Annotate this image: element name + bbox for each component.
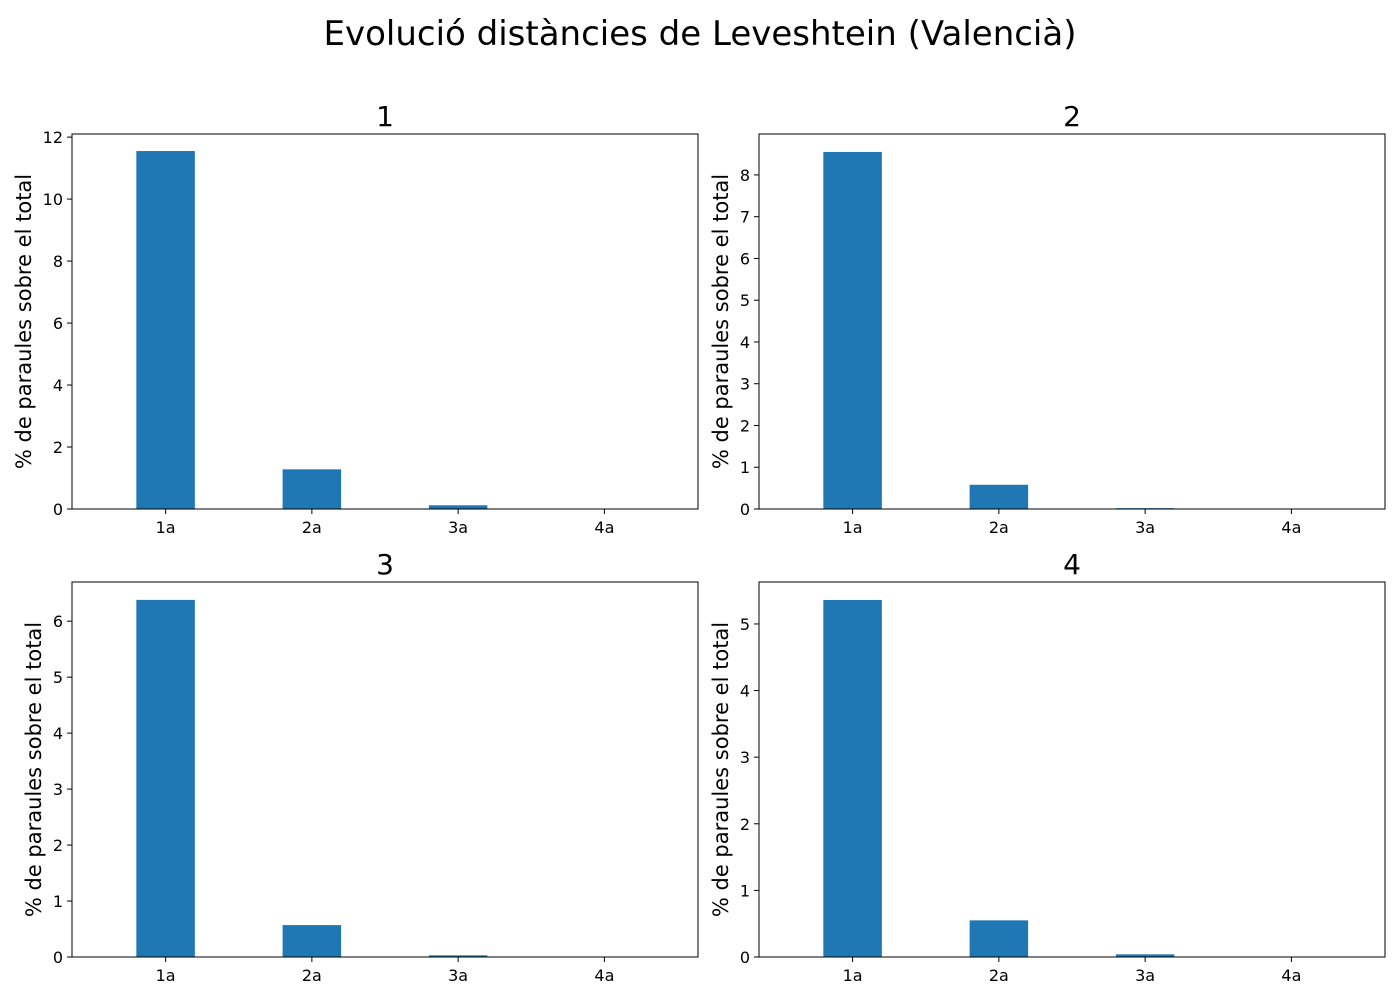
y-tick-label: 7 <box>740 208 750 227</box>
subplot-title: 1 <box>376 100 394 133</box>
x-tick-label: 4a <box>594 518 614 537</box>
y-tick-label: 0 <box>53 948 63 967</box>
x-tick-label: 1a <box>843 966 863 985</box>
x-tick-label: 4a <box>1281 518 1301 537</box>
bar-2a <box>969 920 1029 957</box>
subplot-title: 3 <box>376 548 394 581</box>
subplot-3: 0 1 2 3 4 5 6 1a 2a 3a 4a 3 % de paraules sobre el t… <box>22 548 699 985</box>
y-tick-label: 5 <box>740 291 750 310</box>
x-tick-label: 2a <box>302 966 322 985</box>
y-tick-label: 8 <box>740 166 750 185</box>
y-tick-label: 2 <box>740 416 750 435</box>
bar-1a <box>823 599 882 957</box>
y-tick-label: 6 <box>740 249 750 268</box>
y-tick-label: 1 <box>740 458 750 477</box>
x-tick-label: 4a <box>594 966 614 985</box>
y-tick-label: 5 <box>740 615 750 634</box>
subplot-2: 0 1 2 3 4 5 6 7 8 1a 2a 3a 4a 2 % de paraules sobre el… <box>709 100 1386 537</box>
x-tick-label: 1a <box>156 966 176 985</box>
bar-2a <box>282 925 342 957</box>
y-tick-label: 4 <box>53 376 63 395</box>
y-axis-label: % de paraules sobre el total <box>12 174 36 469</box>
subplot-title: 2 <box>1063 100 1081 133</box>
y-tick-label: 0 <box>740 948 750 967</box>
y-tick-label: 3 <box>740 748 750 767</box>
x-tick-label: 2a <box>989 518 1009 537</box>
y-tick-label: 10 <box>43 190 63 209</box>
bar-3a <box>428 505 488 509</box>
y-tick-label: 2 <box>53 438 63 457</box>
subplot-1: 0 2 4 6 8 10 12 1a 2a 3a 4a 1 % de paraules sobre el… <box>12 100 699 537</box>
axes-frame <box>758 581 1386 958</box>
y-tick-label: 2 <box>53 836 63 855</box>
y-tick-label: 0 <box>740 500 750 519</box>
y-tick-label: 6 <box>53 612 63 631</box>
y-tick-label: 12 <box>43 128 63 147</box>
x-tick-label: 3a <box>448 966 468 985</box>
y-tick-label: 6 <box>53 314 63 333</box>
axes-frame <box>71 581 699 958</box>
y-axis-label: % de paraules sobre el total <box>709 174 733 469</box>
axes-frame <box>758 133 1386 510</box>
y-tick-label: 2 <box>740 815 750 834</box>
y-axis-label: % de paraules sobre el total <box>709 622 733 917</box>
y-tick-label: 1 <box>740 881 750 900</box>
figure-title: Evolució distàncies de Leveshtein (Valen… <box>323 14 1077 54</box>
subplot-title: 4 <box>1063 548 1081 581</box>
y-tick-label: 4 <box>53 724 63 743</box>
y-tick-label: 4 <box>740 682 750 701</box>
bar-2a <box>969 484 1029 509</box>
x-tick-label: 3a <box>1135 966 1155 985</box>
y-axis-label: % de paraules sobre el total <box>22 622 46 917</box>
x-tick-label: 3a <box>448 518 468 537</box>
bar-1a <box>136 151 195 509</box>
y-tick-label: 3 <box>740 375 750 394</box>
y-tick-label: 1 <box>53 892 63 911</box>
bar-3a <box>428 955 488 957</box>
bar-1a <box>823 151 882 509</box>
bar-3a <box>1115 954 1175 957</box>
x-tick-label: 4a <box>1281 966 1301 985</box>
y-tick-label: 4 <box>740 333 750 352</box>
y-tick-label: 3 <box>53 780 63 799</box>
x-tick-label: 2a <box>989 966 1009 985</box>
subplot-4: 0 1 2 3 4 5 1a 2a 3a 4a 4 % de paraules sobre el to… <box>709 548 1386 985</box>
bar-2a <box>282 469 342 509</box>
x-tick-label: 1a <box>156 518 176 537</box>
y-tick-label: 8 <box>53 252 63 271</box>
x-tick-label: 3a <box>1135 518 1155 537</box>
y-tick-label: 5 <box>53 668 63 687</box>
bar-1a <box>136 599 195 957</box>
y-tick-label: 0 <box>53 500 63 519</box>
axes-frame <box>71 133 699 510</box>
x-tick-label: 1a <box>843 518 863 537</box>
x-tick-label: 2a <box>302 518 322 537</box>
